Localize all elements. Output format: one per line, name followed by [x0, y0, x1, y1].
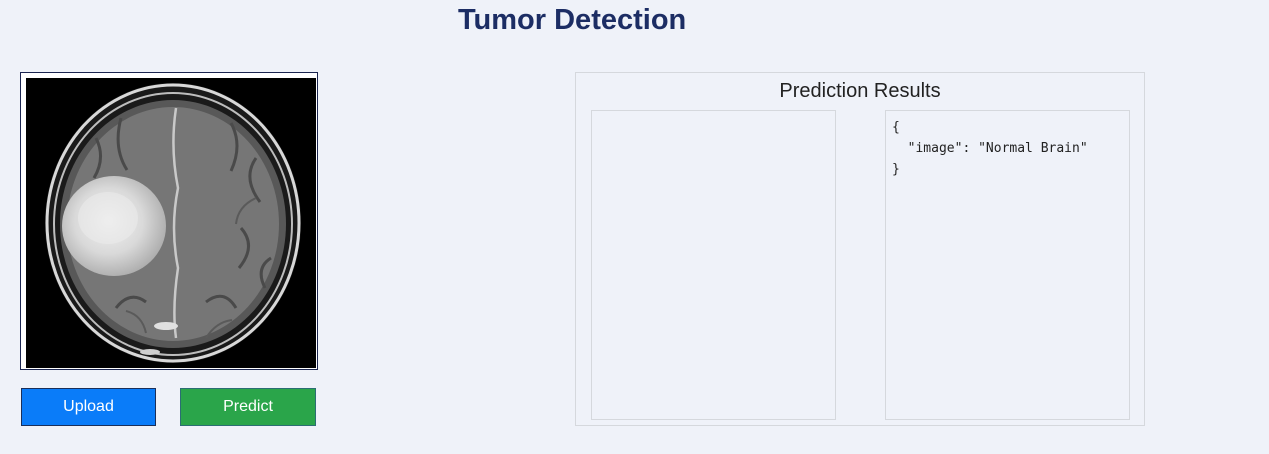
- upload-button[interactable]: Upload: [21, 388, 156, 426]
- prediction-results-panel: Prediction Results { "image": "Normal Br…: [575, 72, 1145, 426]
- mri-scan-image: [26, 78, 316, 368]
- predict-button[interactable]: Predict: [180, 388, 316, 426]
- prediction-json-output: { "image": "Normal Brain" }: [892, 120, 1088, 177]
- page-title: Tumor Detection: [458, 4, 687, 36]
- result-image-panel: [591, 110, 836, 420]
- result-json-panel: { "image": "Normal Brain" }: [885, 110, 1130, 420]
- results-title: Prediction Results: [779, 80, 941, 102]
- image-preview: [20, 72, 318, 370]
